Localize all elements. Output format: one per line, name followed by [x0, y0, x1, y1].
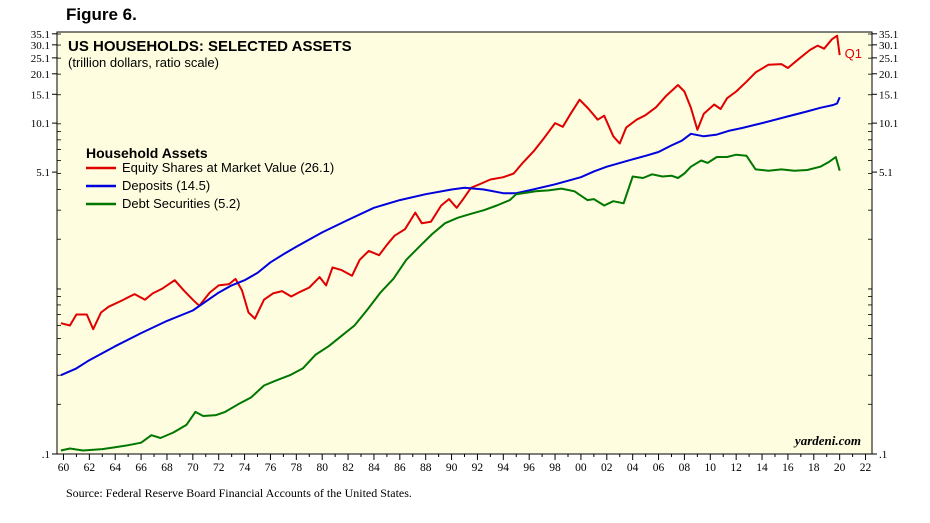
- legend-label: Equity Shares at Market Value (26.1): [122, 160, 334, 175]
- x-tick-label: 06: [653, 462, 665, 474]
- source-note: Source: Federal Reserve Board Financial …: [66, 486, 412, 500]
- chart-subtitle: (trillion dollars, ratio scale): [68, 55, 219, 70]
- x-tick-label: 80: [316, 462, 328, 474]
- legend-label: Debt Securities (5.2): [122, 196, 241, 211]
- x-tick-label: 70: [187, 462, 199, 474]
- x-tick-label: 94: [498, 462, 510, 474]
- chart-title: US HOUSEHOLDS: SELECTED ASSETS: [68, 38, 352, 55]
- x-tick-label: 88: [420, 462, 432, 474]
- x-tick-label: 82: [342, 462, 354, 474]
- x-tick-label: 72: [213, 462, 225, 474]
- y-tick-label-right: .1: [879, 449, 887, 461]
- x-tick-label: 98: [549, 462, 561, 474]
- x-tick-label: 60: [58, 462, 70, 474]
- x-tick-label: 20: [834, 462, 846, 474]
- x-tick-label: 16: [782, 462, 794, 474]
- legend-label: Deposits (14.5): [122, 178, 210, 193]
- x-tick-label: 10: [705, 462, 717, 474]
- y-tick-label-left: 20.1: [31, 69, 50, 81]
- x-tick-label: 96: [523, 462, 535, 474]
- plot-area: [56, 31, 873, 455]
- x-tick-label: 66: [135, 462, 147, 474]
- y-axis-left: .1 5.1 10.1 15.1 20.1 25.130.135.1: [31, 29, 61, 461]
- x-tick-label: 14: [756, 462, 768, 474]
- x-tick-label: 00: [575, 462, 587, 474]
- y-tick-label-left: 15.1: [31, 89, 50, 101]
- y-tick-label-left: 35.1: [31, 29, 50, 41]
- x-tick-label: 76: [265, 462, 277, 474]
- series-line: [60, 153, 841, 452]
- series-line: [60, 34, 841, 331]
- x-tick-label: 04: [627, 462, 639, 474]
- x-tick-label: 62: [84, 462, 96, 474]
- y-tick-label-right: 35.1: [879, 29, 898, 41]
- x-tick-label: 02: [601, 462, 613, 474]
- x-tick-label: 86: [394, 462, 406, 474]
- series-line: [60, 96, 841, 377]
- x-tick-label: 12: [730, 462, 742, 474]
- y-tick-label-right: 25.1: [879, 53, 898, 65]
- y-tick-label-left: 25.1: [31, 53, 50, 65]
- y-tick-label-left: .1: [42, 449, 50, 461]
- y-tick-label-left: 10.1: [31, 118, 50, 130]
- x-tick-label: 18: [808, 462, 820, 474]
- series-lines: [60, 34, 841, 452]
- watermark: yardeni.com: [793, 433, 861, 448]
- x-tick-label: 08: [679, 462, 691, 474]
- y-tick-label-right: 15.1: [879, 89, 898, 101]
- x-tick-label: 90: [446, 462, 458, 474]
- y-tick-label-right: 5.1: [879, 167, 893, 179]
- y-tick-label-left: 5.1: [36, 167, 50, 179]
- x-tick-label: 68: [161, 462, 173, 474]
- x-tick-label: 92: [472, 462, 484, 474]
- x-tick-label: 84: [368, 462, 380, 474]
- y-tick-label-right: 30.1: [879, 40, 898, 52]
- y-tick-label-right: 20.1: [879, 69, 898, 81]
- x-axis: 60 62 64 66 68 70 72 74 76 78 80 82 84 86 88 90 92 94 96 98…: [58, 454, 872, 474]
- y-tick-label-right: 10.1: [879, 118, 898, 130]
- legend: Household Assets Equity Shares at Market…: [86, 145, 334, 211]
- y-axis-right: .1 5.1 10.1 15.1 20.1 25.130.135.1: [868, 29, 898, 461]
- x-tick-label: 64: [109, 462, 121, 474]
- figure-label: Figure 6.: [66, 5, 137, 24]
- legend-title: Household Assets: [86, 145, 208, 161]
- x-tick-label: 22: [860, 462, 872, 474]
- x-tick-label: 74: [239, 462, 251, 474]
- y-tick-label-left: 30.1: [31, 40, 50, 52]
- annotation-q1: Q1: [845, 46, 862, 61]
- x-tick-label: 78: [291, 462, 303, 474]
